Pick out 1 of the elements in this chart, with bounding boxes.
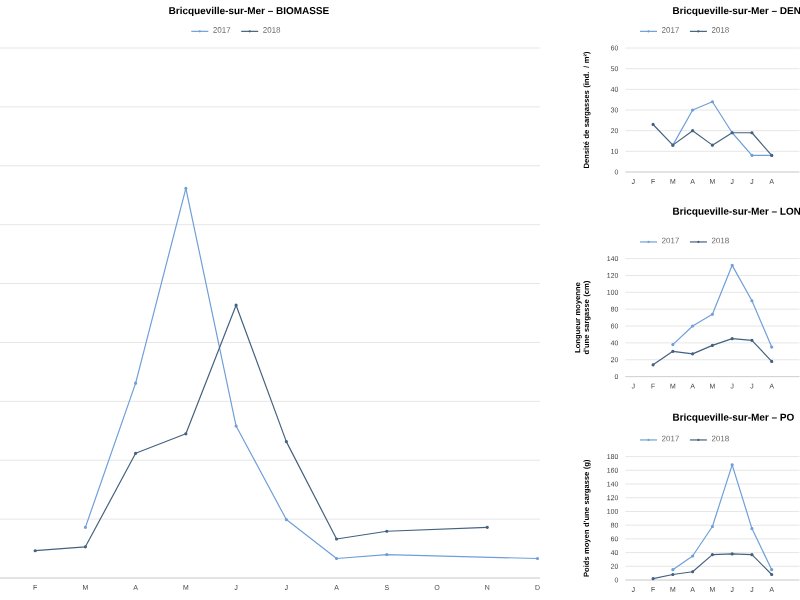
line-series <box>671 100 774 158</box>
